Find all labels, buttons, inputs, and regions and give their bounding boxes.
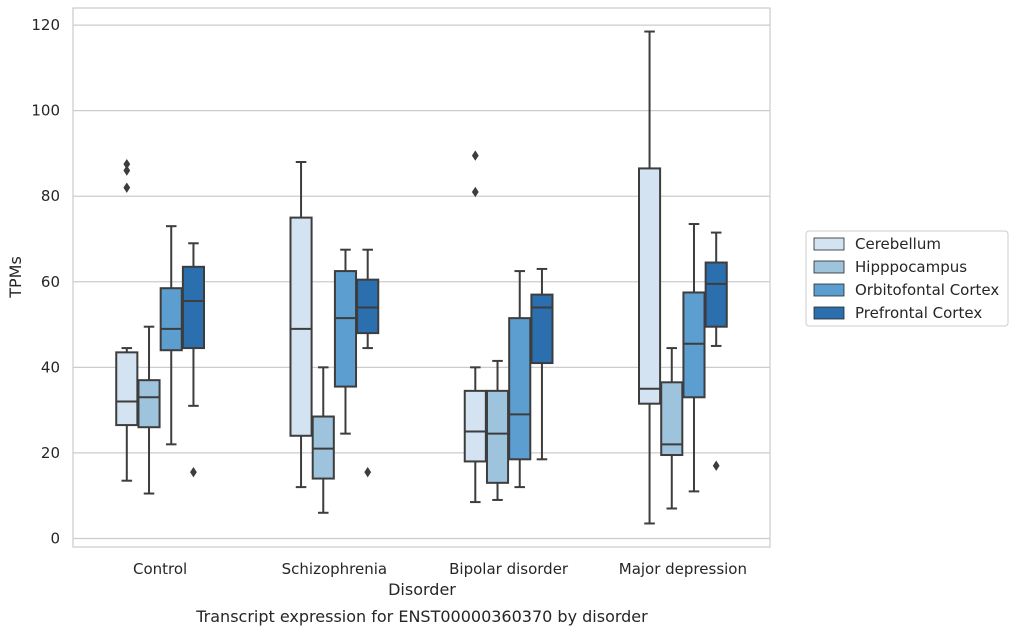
box-major-depression: [637, 30, 662, 525]
box-bipolar-disorder: [530, 267, 554, 461]
legend-item: Prefrontal Cortex: [813, 304, 982, 322]
iqr-box: [704, 261, 728, 328]
legend-label: Hipppocampus: [855, 258, 967, 276]
y-tick-label: 20: [41, 444, 60, 462]
outlier-point: [471, 150, 479, 161]
legend-label: Prefrontal Cortex: [855, 304, 982, 322]
x-axis-ticks: Control Schizophrenia Bipolar disorder Majo…: [133, 560, 747, 578]
legend-swatch: [813, 237, 845, 251]
box-schizophrenia: [311, 366, 335, 514]
iqr-box: [508, 317, 532, 461]
outlier-point: [364, 466, 372, 478]
legend-item: Orbitofontal Cortex: [813, 281, 999, 299]
y-tick-label: 80: [41, 187, 60, 205]
legend-swatch: [813, 260, 845, 274]
outlier-point: [123, 158, 131, 170]
iqr-box: [356, 278, 380, 335]
y-tick-label: 100: [31, 102, 60, 120]
box-schizophrenia: [333, 248, 358, 435]
box-control: [181, 242, 206, 478]
series-prefrontal-cortex: [181, 231, 728, 478]
outlier-point: [123, 165, 131, 176]
box-control: [137, 325, 161, 495]
x-tick-label: Control: [133, 560, 187, 578]
iqr-box: [682, 291, 706, 399]
iqr-box: [660, 381, 684, 457]
outlier-point: [123, 182, 131, 193]
y-tick-label: 60: [41, 273, 60, 291]
chart-caption: Transcript expression for ENST0000036037…: [195, 607, 648, 626]
series-cerebellum: [115, 30, 662, 525]
y-axis-title: TPMs: [6, 256, 25, 299]
iqr-box: [289, 216, 313, 437]
iqr-box: [530, 293, 554, 365]
iqr-box: [181, 265, 206, 350]
x-tick-label: Schizophrenia: [282, 560, 387, 578]
iqr-box: [485, 389, 510, 484]
box-major-depression: [682, 223, 706, 493]
box-bipolar-disorder: [508, 270, 532, 489]
box-schizophrenia: [289, 161, 313, 489]
legend-swatch: [813, 306, 845, 320]
y-tick-label: 120: [31, 16, 60, 34]
x-axis-title: Disorder: [388, 580, 456, 599]
box-control: [115, 158, 139, 482]
legend-swatch: [813, 283, 845, 297]
legend-item: Hipppocampus: [813, 258, 967, 276]
legend: Cerebellum Hipppocampus Orbitofontal Corte…: [805, 230, 1009, 327]
iqr-box: [137, 379, 161, 429]
legend-label: Orbitofontal Cortex: [855, 281, 999, 299]
box-major-depression: [660, 347, 684, 510]
iqr-box: [637, 167, 662, 405]
box-series-layer: [115, 30, 728, 525]
iqr-box: [115, 351, 139, 427]
x-tick-label: Major depression: [619, 560, 747, 578]
y-tick-label: 40: [41, 358, 60, 376]
plot-area-frame: [72, 7, 771, 548]
box-schizophrenia: [356, 248, 380, 478]
box-bipolar-disorder: [485, 359, 510, 501]
iqr-box: [463, 389, 487, 463]
y-axis-ticks: 0 20 40 60 80 100 120: [31, 16, 60, 547]
x-tick-label: Bipolar disorder: [449, 560, 569, 578]
legend-label: Cerebellum: [855, 235, 941, 253]
outlier-point: [190, 466, 197, 478]
series-orbitofontal-cortex: [159, 223, 706, 493]
box-control: [159, 225, 183, 446]
iqr-box: [333, 270, 358, 388]
outlier-point: [712, 460, 720, 471]
y-tick-label: 0: [50, 529, 60, 547]
iqr-box: [159, 287, 183, 352]
series-hipppocampus: [137, 325, 684, 514]
legend-frame: [805, 230, 1009, 327]
box-bipolar-disorder: [463, 150, 487, 504]
iqr-box: [311, 415, 335, 480]
outlier-point: [471, 186, 479, 198]
legend-item: Cerebellum: [813, 235, 941, 253]
box-major-depression: [704, 231, 728, 471]
